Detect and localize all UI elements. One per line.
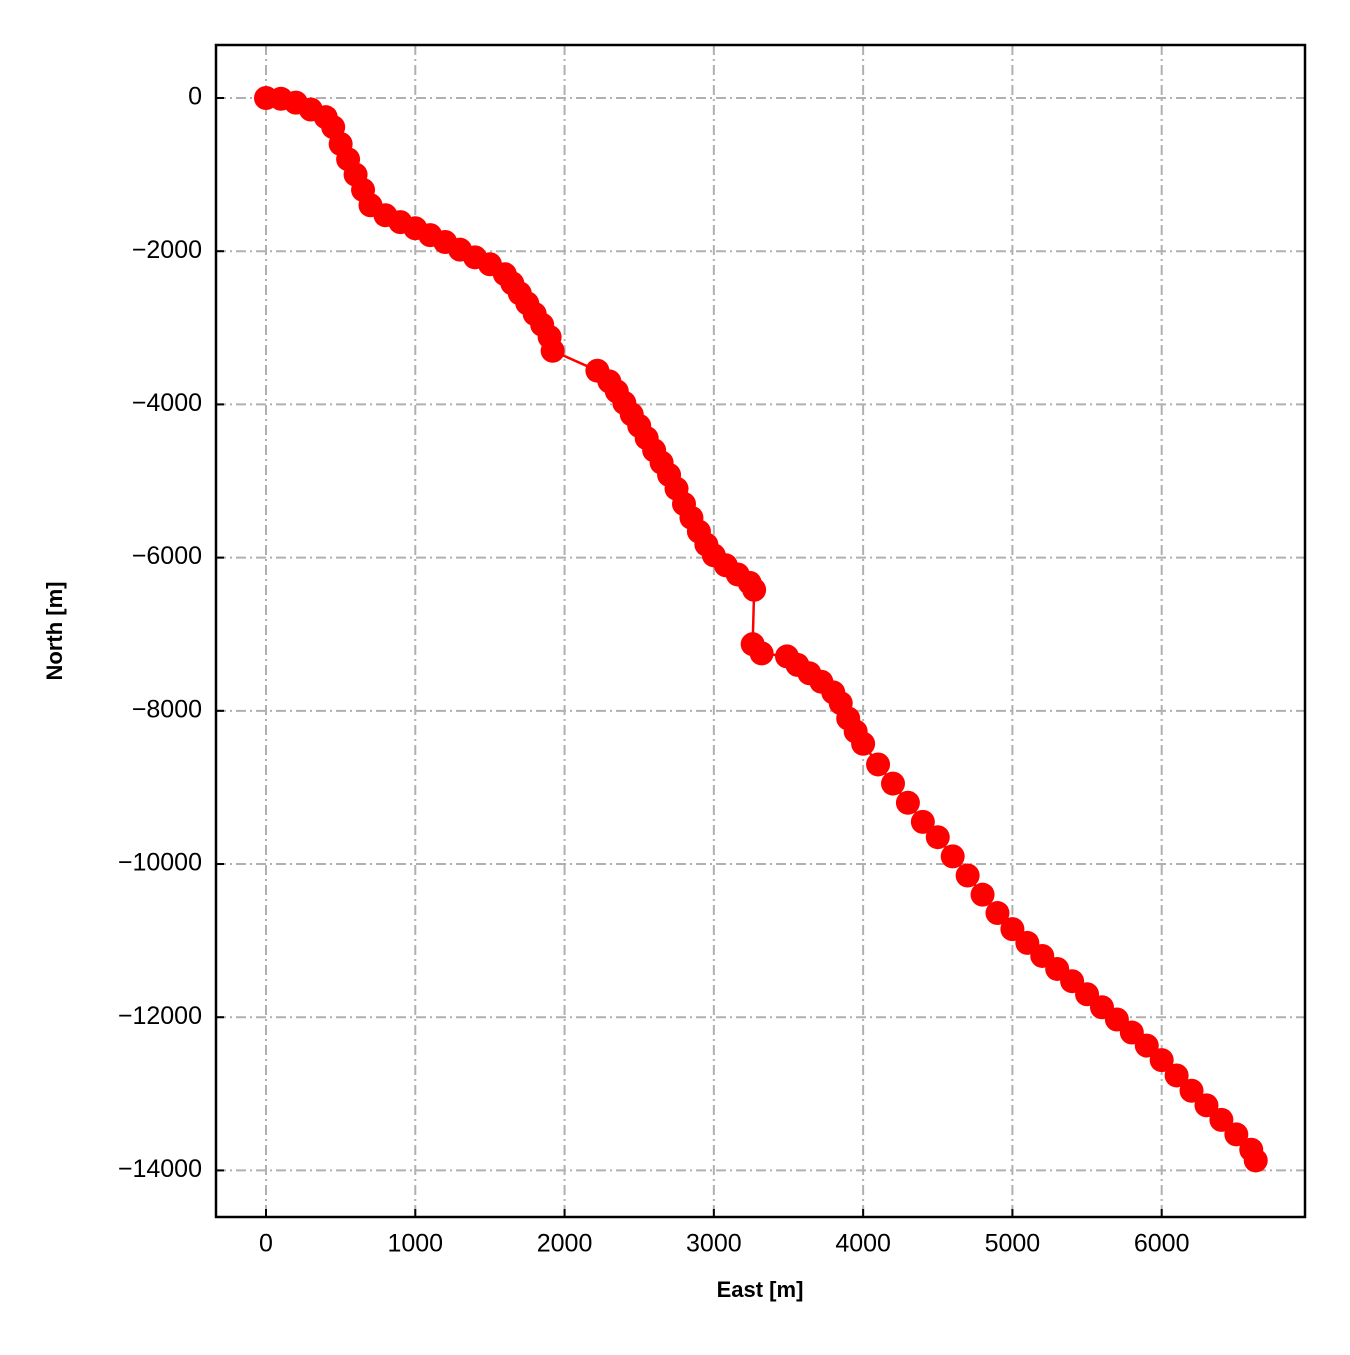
marker <box>1209 1107 1234 1132</box>
x-tick-label: 3000 <box>686 1230 742 1258</box>
marker <box>866 752 891 777</box>
marker <box>1149 1048 1174 1073</box>
marker <box>925 825 950 850</box>
x-axis-label: East [m] <box>717 1277 804 1302</box>
y-axis-label: North [m] <box>42 582 67 681</box>
y-tick-label: −4000 <box>132 389 202 417</box>
marker <box>1164 1063 1189 1088</box>
marker <box>895 790 920 815</box>
x-tick-label: 4000 <box>835 1230 891 1258</box>
marker <box>940 844 965 869</box>
marker <box>851 731 876 756</box>
x-tick-label: 1000 <box>387 1230 443 1258</box>
plot-frame <box>214 43 1307 1219</box>
marker <box>1134 1033 1159 1058</box>
marker <box>910 809 935 834</box>
marker <box>1224 1122 1249 1147</box>
y-tick-label: −12000 <box>118 1002 202 1030</box>
y-tick-label: −2000 <box>132 236 202 264</box>
y-tick-label: −10000 <box>118 849 202 877</box>
x-tick-label: 6000 <box>1134 1230 1190 1258</box>
marker <box>1194 1093 1219 1118</box>
x-tick-label: 2000 <box>537 1230 593 1258</box>
marker <box>880 771 905 796</box>
y-tick-label: −8000 <box>132 695 202 723</box>
y-tick-label: 0 <box>188 83 202 111</box>
marker <box>955 863 980 888</box>
x-tick-label: 0 <box>259 1230 273 1258</box>
marker <box>1179 1078 1204 1103</box>
marker <box>749 641 774 666</box>
marker <box>742 577 767 602</box>
y-tick-label: −6000 <box>132 542 202 570</box>
marker <box>1243 1148 1268 1173</box>
marker <box>540 338 565 363</box>
x-tick-label: 5000 <box>985 1230 1041 1258</box>
marker <box>985 901 1010 926</box>
y-tick-label: −14000 <box>118 1155 202 1183</box>
marker <box>970 882 995 907</box>
